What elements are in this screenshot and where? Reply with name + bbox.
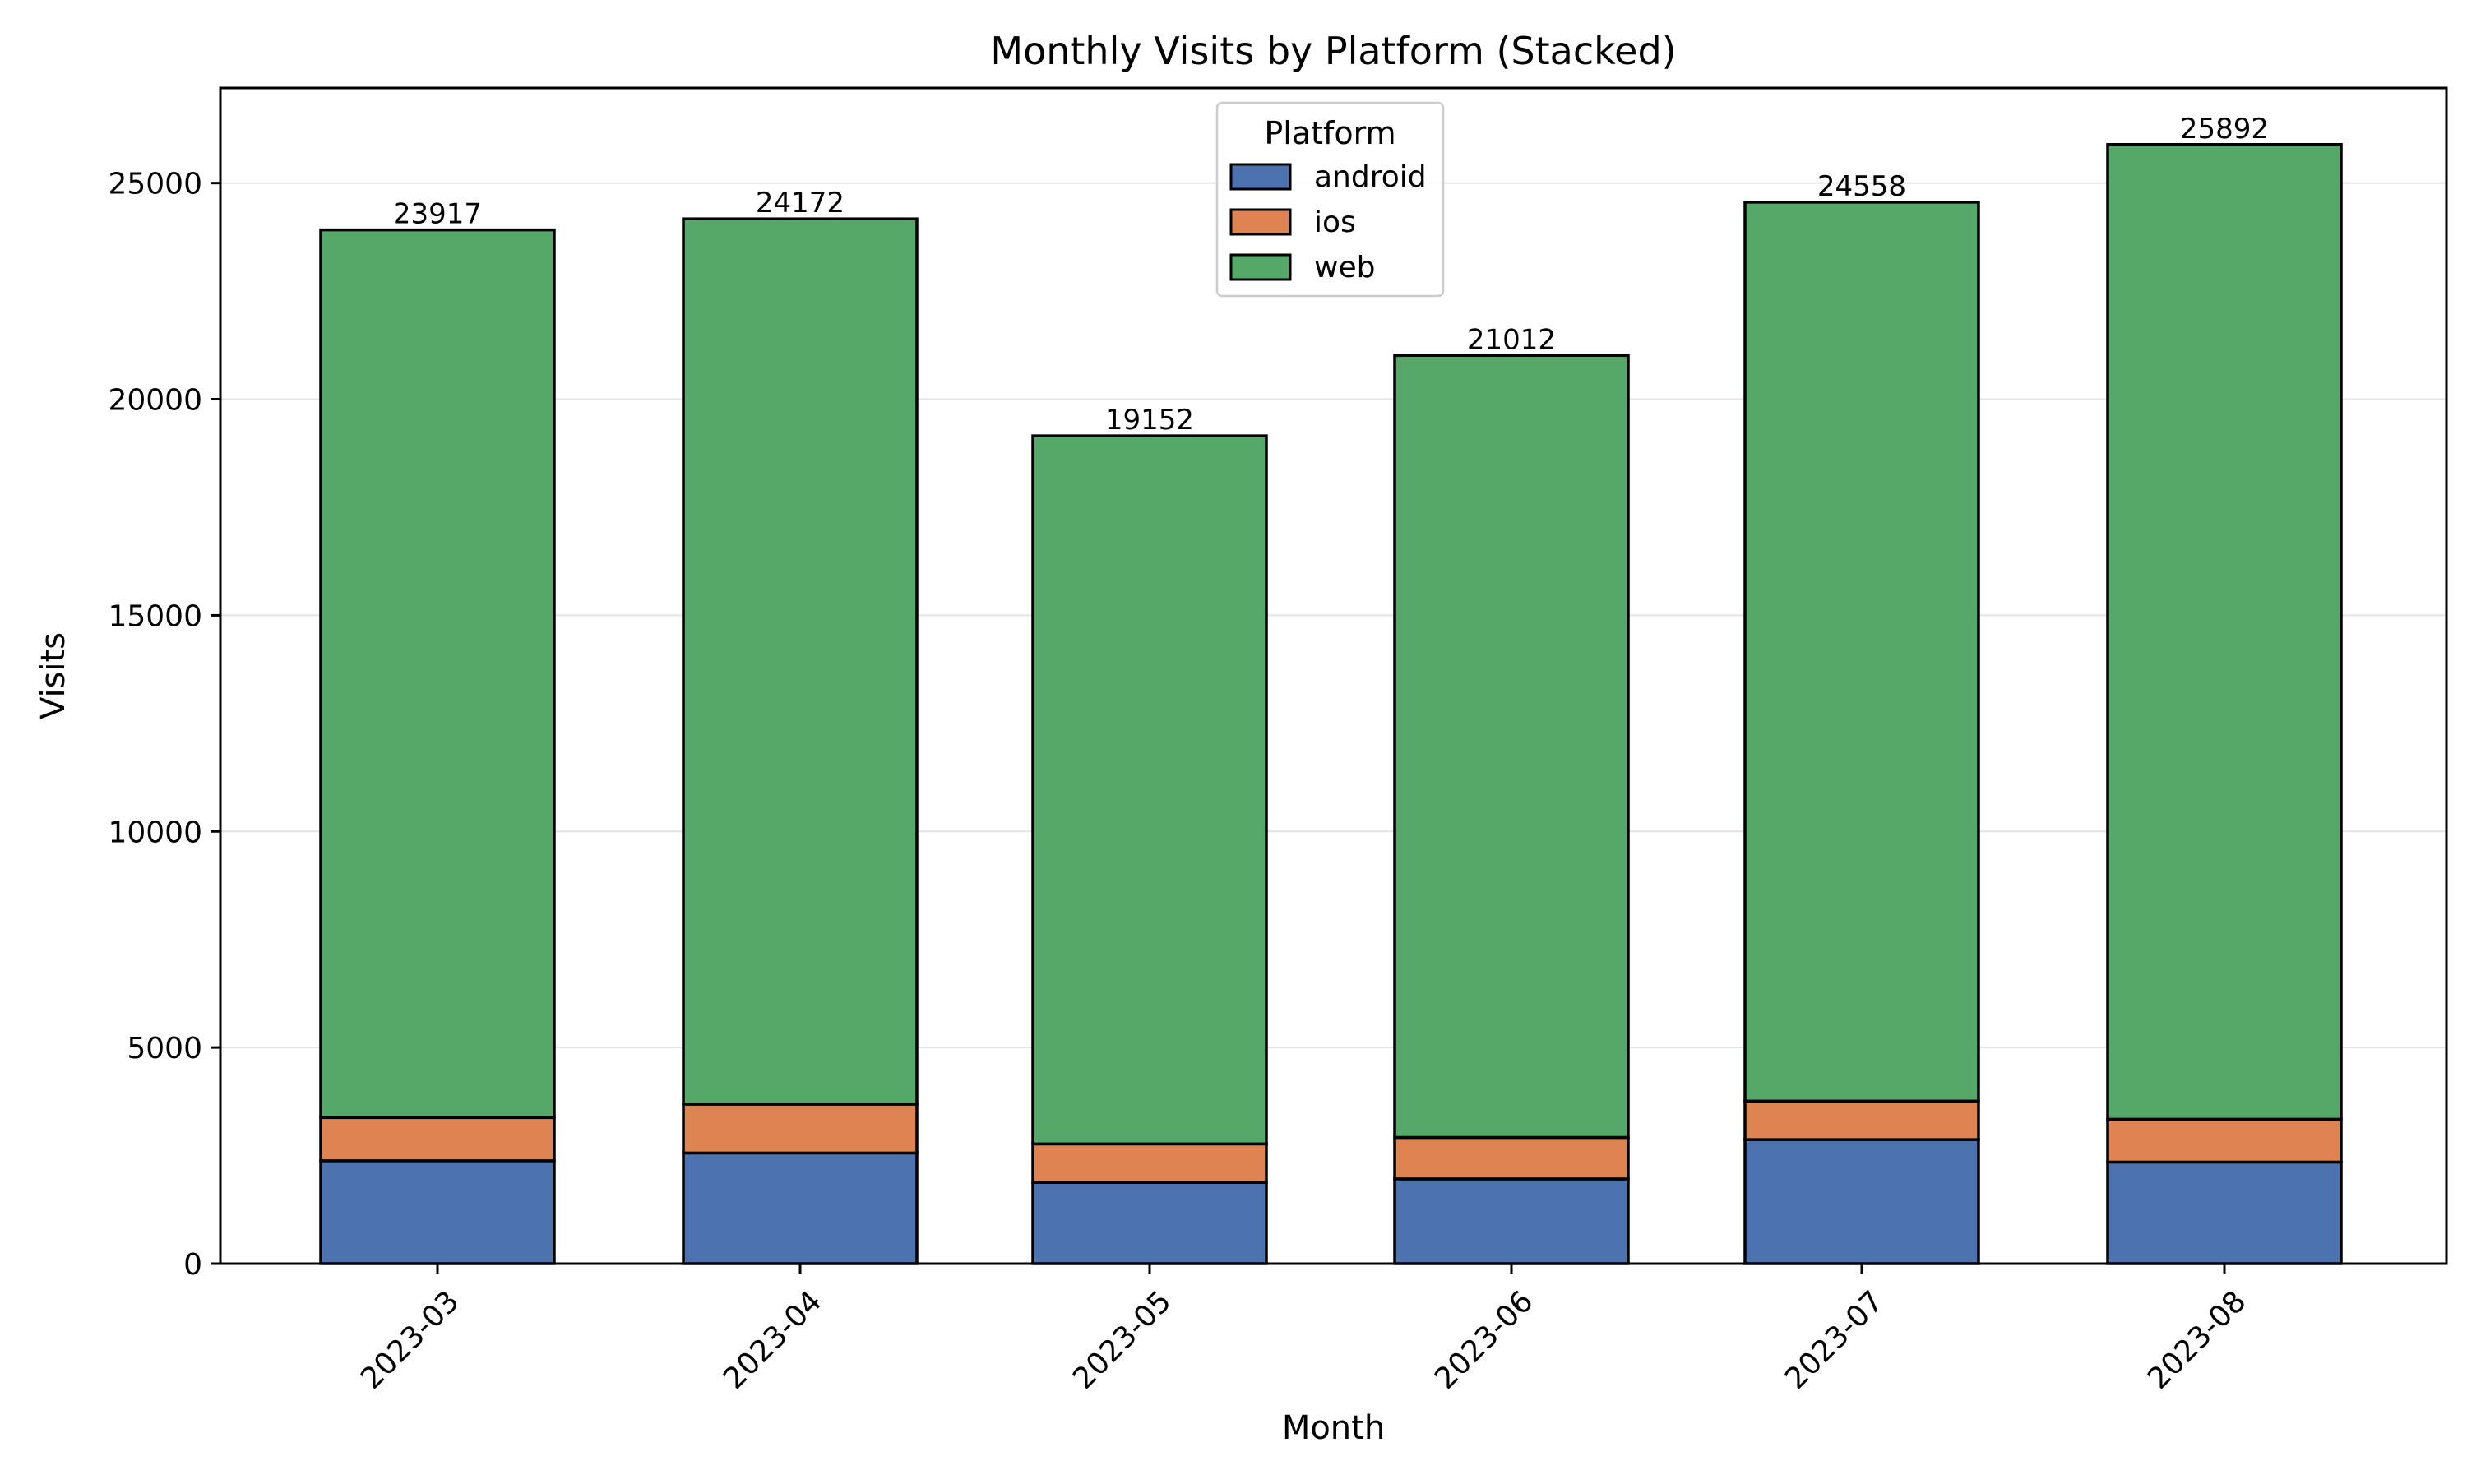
bar-android <box>682 1151 919 1265</box>
legend-swatch-ios <box>1229 208 1292 236</box>
legend-label-ios: ios <box>1314 206 1356 239</box>
legend-items: android ios web <box>1229 160 1427 284</box>
legend-label-web: web <box>1314 251 1375 284</box>
legend-title: Platform <box>1264 115 1395 151</box>
legend-label-android: android <box>1314 160 1427 194</box>
bar-web <box>1393 354 1630 1140</box>
y-tick-label: 10000 <box>108 816 202 849</box>
bar-ios <box>1393 1135 1630 1181</box>
total-label: 23917 <box>393 198 482 231</box>
y-axis-label: Visits <box>35 632 72 719</box>
bar-ios <box>319 1116 556 1163</box>
gridlines <box>220 182 2446 1049</box>
total-label: 25892 <box>2180 113 2269 146</box>
y-tick-label: 5000 <box>127 1032 202 1066</box>
plot-frame <box>219 86 2448 1265</box>
bar-web <box>2106 143 2343 1121</box>
total-label: 21012 <box>1467 323 1556 356</box>
bar-android <box>1393 1177 1630 1265</box>
legend-box <box>1215 101 1445 298</box>
total-label: 24172 <box>756 187 845 220</box>
bar-android <box>319 1159 556 1265</box>
y-tick-label: 25000 <box>108 168 202 201</box>
bars <box>319 143 2343 1265</box>
chart-title: Monthly Visits by Platform (Stacked) <box>990 29 1676 73</box>
y-tick-label: 15000 <box>108 599 202 633</box>
bar-android <box>2106 1160 2343 1265</box>
y-axis: 0 5000 10000 15000 20000 25000 <box>108 168 220 1282</box>
bar-ios <box>1031 1142 1268 1184</box>
bar-web <box>1743 201 1980 1103</box>
bar-ios <box>2106 1117 2343 1164</box>
y-tick-label: 20000 <box>108 384 202 418</box>
total-label: 24558 <box>1817 170 1906 203</box>
total-label: 19152 <box>1105 404 1194 437</box>
bar-android <box>1031 1181 1268 1265</box>
x-axis-label: Month <box>1282 1409 1385 1447</box>
bar-ios <box>682 1103 919 1155</box>
legend-swatch-web <box>1229 253 1292 281</box>
bar-ios <box>1743 1099 1980 1141</box>
y-tick-label: 0 <box>183 1248 202 1282</box>
legend-swatch-android <box>1229 163 1292 191</box>
data-labels: 23917 24172 19152 21012 24558 25892 <box>393 113 2269 437</box>
bar-web <box>1031 434 1268 1146</box>
legend: Platform android ios web <box>1215 101 1445 298</box>
bar-android <box>1743 1138 1980 1265</box>
bar-web <box>319 228 556 1120</box>
bar-web <box>682 217 919 1106</box>
